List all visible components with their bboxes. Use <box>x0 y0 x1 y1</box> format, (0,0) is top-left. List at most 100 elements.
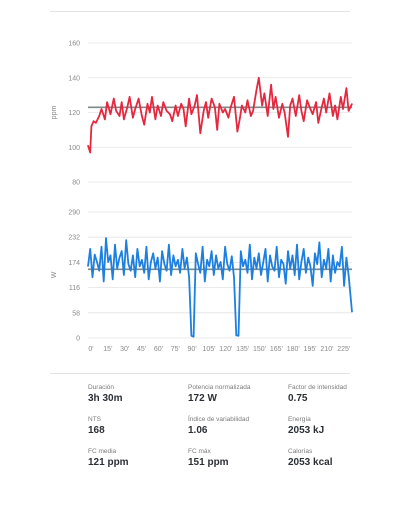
power-data-point <box>116 267 118 270</box>
power-data-point <box>105 237 107 239</box>
power-data-point <box>168 244 170 246</box>
hr-data-point <box>216 129 218 131</box>
hr-data-point <box>289 104 291 107</box>
hr-data-point <box>199 132 201 134</box>
power-data-point <box>267 280 269 283</box>
stat-value: 172 W <box>188 393 217 404</box>
power-y-tick-label: 174 <box>68 260 80 267</box>
power-data-point <box>237 335 240 337</box>
power-data-point <box>264 248 267 250</box>
power-data-point <box>157 257 159 259</box>
power-data-point <box>235 334 237 336</box>
hr-data-point <box>141 115 143 117</box>
stat-label: FC máx <box>188 448 211 455</box>
x-tick-label: 30' <box>120 346 129 353</box>
power-data-point <box>206 259 208 261</box>
hr-data-point <box>154 118 156 120</box>
power-data-point <box>339 265 341 267</box>
power-y-axis-label: W <box>51 271 58 278</box>
power-data-point <box>327 248 329 250</box>
power-data-point <box>318 241 320 243</box>
power-data-point <box>188 276 190 278</box>
power-data-point <box>186 257 188 259</box>
power-data-point <box>224 246 226 248</box>
power-data-point <box>141 259 143 261</box>
power-data-point <box>112 278 114 280</box>
power-data-point <box>166 270 168 272</box>
power-data-point <box>291 254 294 256</box>
hr-data-point <box>151 96 153 98</box>
power-data-point <box>251 278 253 280</box>
hr-data-point <box>336 118 338 120</box>
stat-variability-index: Índice de variabilidad 1.06 <box>188 416 249 436</box>
power-data-point <box>118 257 121 259</box>
power-data-point <box>303 248 305 250</box>
power-data-point <box>294 274 296 276</box>
x-tick-label: 180' <box>287 346 300 353</box>
hr-data-point <box>123 118 125 120</box>
power-data-point <box>204 280 206 283</box>
hr-data-point <box>185 125 187 127</box>
power-y-tick-label: 0 <box>76 336 80 343</box>
stat-value: 168 <box>88 425 105 436</box>
power-data-point <box>98 270 100 272</box>
power-data-point <box>348 274 350 276</box>
power-data-point <box>159 280 161 283</box>
hr-data-point <box>93 120 95 122</box>
power-data-point <box>148 278 150 280</box>
hr-data-point <box>100 108 103 110</box>
power-data-point <box>255 267 258 270</box>
power-data-point <box>96 261 98 263</box>
power-data-point <box>208 265 210 267</box>
hr-data-point <box>182 108 185 110</box>
stat-normalized-power: Potencia normalizada 172 W <box>188 384 251 404</box>
stat-label: Factor de intensidad <box>288 384 347 391</box>
power-data-point <box>213 274 215 276</box>
x-tick-label: 45' <box>137 346 146 353</box>
hr-data-point <box>146 103 149 105</box>
power-data-point <box>233 276 235 278</box>
hr-data-point <box>295 115 297 117</box>
hr-data-point <box>177 115 179 117</box>
power-y-tick-label: 290 <box>68 210 80 217</box>
power-data-point <box>323 259 325 261</box>
hr-data-point <box>272 108 274 110</box>
hr-data-point <box>121 101 123 103</box>
power-data-point <box>161 250 163 252</box>
power-data-point <box>262 261 264 263</box>
x-tick-label: 165' <box>270 346 283 353</box>
hr-data-point <box>300 110 302 112</box>
hr-data-point <box>252 110 254 112</box>
power-data-point <box>132 254 134 256</box>
power-data-point <box>195 252 197 254</box>
power-data-point <box>139 265 141 267</box>
hr-data-point <box>160 115 162 117</box>
hr-data-point <box>180 103 182 105</box>
power-data-point <box>150 261 152 263</box>
hr-data-point <box>351 103 353 105</box>
power-data-point <box>242 265 244 267</box>
hr-data-point <box>281 103 283 105</box>
hr-data-point <box>132 117 134 119</box>
power-data-point <box>172 254 174 256</box>
x-tick-label: 0' <box>88 346 93 353</box>
power-data-point <box>202 246 204 248</box>
hr-data-point <box>90 125 92 127</box>
x-tick-label: 135' <box>236 346 249 353</box>
stat-value: 2053 kcal <box>288 457 333 468</box>
hr-data-point <box>218 103 220 105</box>
hr-data-point <box>104 118 106 120</box>
hr-data-point <box>143 124 145 126</box>
hr-data-point <box>95 122 97 124</box>
x-tick-label: 150' <box>253 346 266 353</box>
top-divider <box>50 11 350 12</box>
power-data-point <box>170 274 172 276</box>
power-data-point <box>125 239 127 241</box>
hr-data-point <box>118 115 121 117</box>
hr-data-point <box>171 120 173 122</box>
power-data-point <box>152 252 154 254</box>
hr-data-point <box>328 92 331 94</box>
power-data-point <box>121 250 123 252</box>
power-data-point <box>154 267 156 270</box>
hr-data-point <box>175 104 177 107</box>
